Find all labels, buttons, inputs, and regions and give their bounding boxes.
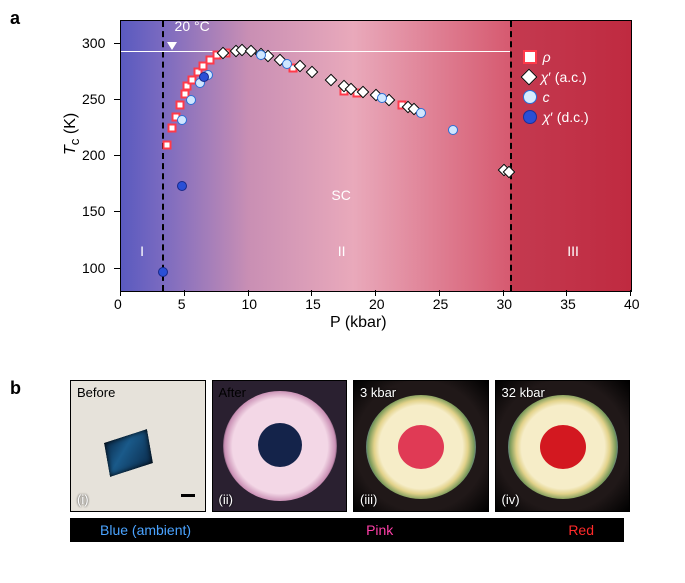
panel-b-label: b: [10, 378, 21, 399]
annotation: SC: [331, 187, 350, 203]
chart-wrapper: 20 °CIIIIIISCρχ′ (a.c.)cχ′ (d.c.) Tc (K)…: [70, 10, 650, 340]
thumbnail: 32 kbar(iv): [495, 380, 631, 512]
strip-center: Pink: [366, 522, 393, 538]
thumbnail: Before(i): [70, 380, 206, 512]
legend: ρχ′ (a.c.)cχ′ (d.c.): [523, 49, 589, 129]
thumbnail-row: Before(i)After(ii)3 kbar(iii)32 kbar(iv): [70, 380, 630, 512]
annotation: II: [338, 243, 346, 259]
x-axis-title: P (kbar): [330, 314, 387, 332]
color-strip: Blue (ambient) Pink Red: [70, 518, 624, 542]
panel-b: Before(i)After(ii)3 kbar(iii)32 kbar(iv)…: [70, 380, 630, 542]
y-axis-title: Tc (K): [62, 113, 82, 155]
strip-right: Red: [568, 522, 594, 538]
chart-plot-area: 20 °CIIIIIISCρχ′ (a.c.)cχ′ (d.c.): [120, 20, 632, 292]
thumbnail: After(ii): [212, 380, 348, 512]
strip-left: Blue (ambient): [100, 522, 191, 538]
thumbnail: 3 kbar(iii): [353, 380, 489, 512]
annotation: 20 °C: [175, 20, 210, 34]
annotation: III: [567, 243, 579, 259]
panel-a-label: a: [10, 8, 20, 29]
annotation: I: [140, 243, 144, 259]
